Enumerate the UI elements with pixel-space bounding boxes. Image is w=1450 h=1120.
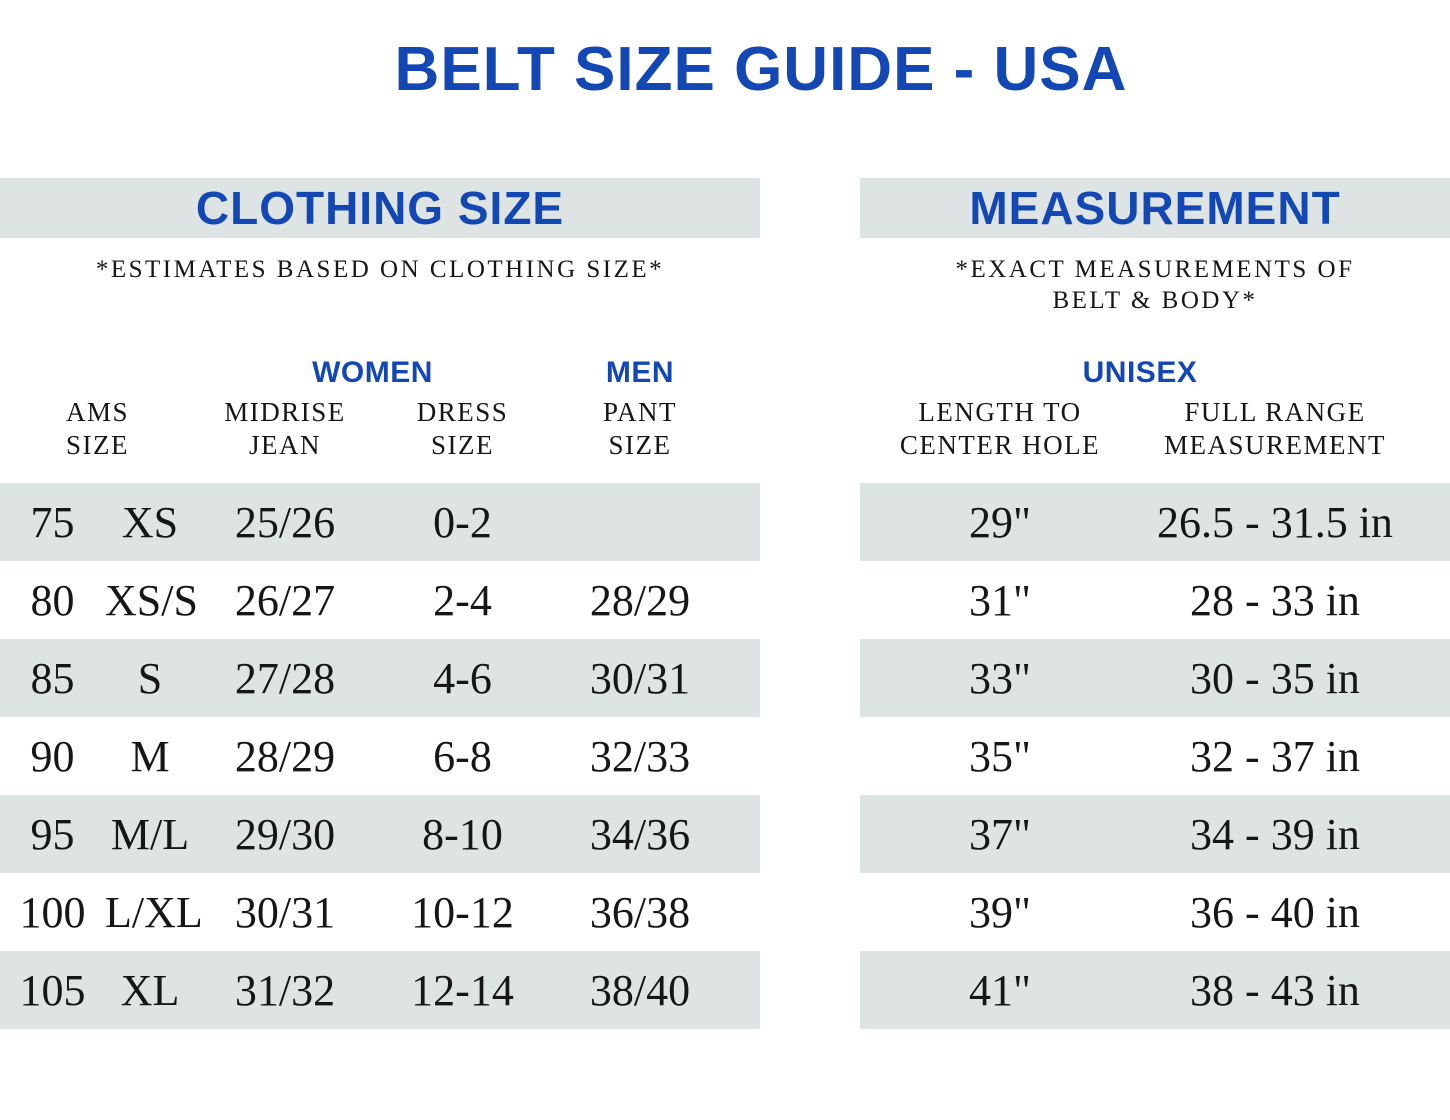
ams-letter-cell: XS/S	[105, 575, 198, 625]
table-row: 33" 30 - 35 in	[860, 639, 1450, 717]
table-row: 100 L/XL 30/31 10-12 36/38	[0, 873, 760, 951]
table-row: 29" 26.5 - 31.5 in	[860, 483, 1450, 561]
ams-letter-cell: XS	[121, 497, 179, 547]
pant-cell: 30/31	[589, 653, 691, 703]
group-header-unisex: UNISEX	[1082, 356, 1198, 389]
column-header-line: LENGTH TO	[918, 397, 1082, 427]
midrise-cell: 26/27	[234, 575, 336, 625]
column-header-line: AMS	[65, 397, 130, 427]
length-cell: 33"	[969, 653, 1031, 703]
table-row: 31" 28 - 33 in	[860, 561, 1450, 639]
column-header-line: DRESS	[416, 397, 509, 427]
ams-cm-cell: 95	[30, 809, 75, 859]
length-cell: 35"	[969, 731, 1031, 781]
column-header-line: SIZE	[66, 430, 129, 460]
pant-cell: 28/29	[589, 575, 691, 625]
pant-cell: 34/36	[589, 809, 691, 859]
midrise-cell: 31/32	[234, 965, 336, 1015]
range-cell: 30 - 35 in	[1190, 653, 1360, 703]
table-row: 85 S 27/28 4-6 30/31	[0, 639, 760, 717]
table-row: 105 XL 31/32 12-14 38/40	[0, 951, 760, 1029]
clothing-size-table: 75 XS 25/26 0-2 80 XS/S 26/27 2-4 28/29 …	[0, 483, 760, 1029]
clothing-size-note: *ESTIMATES BASED ON CLOTHING SIZE*	[95, 256, 665, 283]
column-header-line: CENTER HOLE	[899, 430, 1101, 460]
dress-cell: 8-10	[422, 809, 503, 859]
column-header-line: SIZE	[608, 430, 672, 460]
range-cell: 26.5 - 31.5 in	[1157, 497, 1393, 547]
ams-cm-cell: 80	[30, 575, 75, 625]
ams-letter-cell: M	[130, 731, 170, 781]
group-header-row: UNISEX	[860, 354, 1450, 392]
ams-letter-cell: M/L	[110, 809, 190, 859]
pant-cell: 38/40	[589, 965, 691, 1015]
midrise-cell: 28/29	[234, 731, 336, 781]
group-header-women: WOMEN	[312, 356, 433, 389]
clothing-size-section: CLOTHING SIZE *ESTIMATES BASED ON CLOTHI…	[0, 178, 760, 1038]
measurement-header: MEASUREMENT	[969, 182, 1341, 234]
table-row: 90 M 28/29 6-8 32/33	[0, 717, 760, 795]
pant-cell: 32/33	[589, 731, 691, 781]
column-header-dress-size: DRESS SIZE	[375, 396, 550, 462]
group-header-row: WOMEN MEN	[0, 354, 760, 392]
ams-cm-cell: 100	[19, 887, 86, 937]
ams-cm-cell: 75	[30, 497, 75, 547]
table-row: 75 XS 25/26 0-2	[0, 483, 760, 561]
midrise-cell: 29/30	[234, 809, 336, 859]
range-cell: 28 - 33 in	[1190, 575, 1360, 625]
table-row: 39" 36 - 40 in	[860, 873, 1450, 951]
measurement-table: 29" 26.5 - 31.5 in 31" 28 - 33 in 33" 30…	[860, 483, 1450, 1029]
column-header-pant-size: PANT SIZE	[550, 396, 730, 462]
ams-cm-cell: 105	[19, 965, 86, 1015]
length-cell: 39"	[969, 887, 1031, 937]
table-row: 35" 32 - 37 in	[860, 717, 1450, 795]
column-header-full-range-measurement: FULL RANGE MEASUREMENT	[1140, 396, 1410, 462]
range-cell: 36 - 40 in	[1190, 887, 1360, 937]
dress-cell: 0-2	[433, 497, 492, 547]
table-row: 95 M/L 29/30 8-10 34/36	[0, 795, 760, 873]
measurement-section: MEASUREMENT *EXACT MEASUREMENTS OF BELT …	[860, 178, 1450, 1038]
range-cell: 38 - 43 in	[1190, 965, 1360, 1015]
column-header-line: JEAN	[249, 430, 321, 460]
ams-letter-cell: S	[137, 653, 163, 703]
table-row: 41" 38 - 43 in	[860, 951, 1450, 1029]
column-header-line: MIDRISE	[224, 397, 346, 427]
length-cell: 29"	[969, 497, 1031, 547]
table-row: 37" 34 - 39 in	[860, 795, 1450, 873]
table-row: 80 XS/S 26/27 2-4 28/29	[0, 561, 760, 639]
measurement-note: *EXACT MEASUREMENTS OF BELT & BODY*	[955, 256, 1355, 314]
midrise-cell: 30/31	[234, 887, 336, 937]
column-header-length-to-center-hole: LENGTH TO CENTER HOLE	[860, 396, 1140, 462]
clothing-size-header-band: CLOTHING SIZE	[0, 178, 760, 238]
range-cell: 34 - 39 in	[1190, 809, 1360, 859]
dress-cell: 12-14	[411, 965, 514, 1015]
column-header-line: MEASUREMENT	[1163, 430, 1386, 460]
length-cell: 37"	[969, 809, 1031, 859]
midrise-cell: 25/26	[234, 497, 336, 547]
page-title: BELT SIZE GUIDE - USA	[394, 35, 1128, 104]
clothing-size-header: CLOTHING SIZE	[195, 182, 565, 234]
group-header-men: MEN	[605, 356, 675, 389]
column-header-line: FULL RANGE	[1184, 397, 1366, 427]
ams-letter-cell: XL	[120, 965, 180, 1015]
column-header-line: PANT	[602, 397, 678, 427]
range-cell: 32 - 37 in	[1190, 731, 1360, 781]
ams-letter-cell: L/XL	[105, 887, 203, 937]
dress-cell: 4-6	[433, 653, 492, 703]
length-cell: 31"	[969, 575, 1031, 625]
dress-cell: 2-4	[433, 575, 492, 625]
column-header-ams-size: AMS SIZE	[0, 396, 195, 462]
pant-cell: 36/38	[589, 887, 691, 937]
column-header-midrise-jean: MIDRISE JEAN	[195, 396, 375, 462]
clothing-column-headers: AMS SIZE MIDRISE JEAN DRESS SIZE PANT SI…	[0, 396, 760, 462]
dress-cell: 6-8	[433, 731, 492, 781]
ams-cm-cell: 90	[30, 731, 75, 781]
ams-cm-cell: 85	[30, 653, 75, 703]
measurement-column-headers: LENGTH TO CENTER HOLE FULL RANGE MEASURE…	[860, 396, 1450, 462]
column-header-line: SIZE	[431, 430, 494, 460]
length-cell: 41"	[969, 965, 1031, 1015]
midrise-cell: 27/28	[234, 653, 336, 703]
dress-cell: 10-12	[411, 887, 514, 937]
measurement-header-band: MEASUREMENT	[860, 178, 1450, 238]
